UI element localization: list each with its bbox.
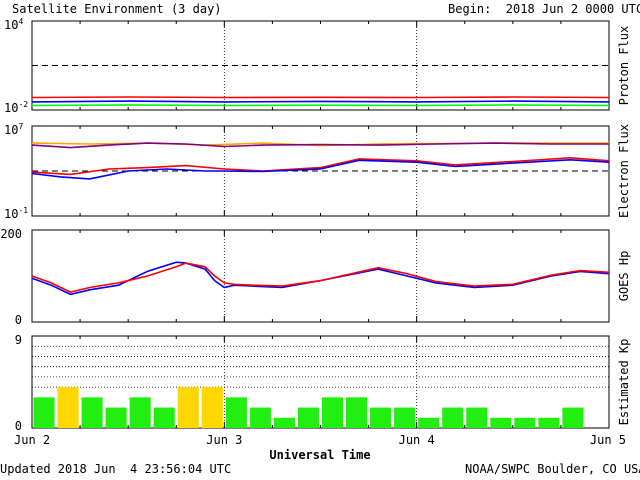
kp-bar bbox=[105, 407, 127, 428]
chart-title: Satellite Environment (3 day) bbox=[12, 2, 222, 16]
x-tick-label: Jun 3 bbox=[206, 433, 242, 447]
kp-bar bbox=[394, 407, 416, 428]
x-tick-label: Jun 4 bbox=[399, 433, 435, 447]
kp-bar bbox=[33, 397, 55, 428]
begin-timestamp: Begin: 2018 Jun 2 0000 UTC bbox=[448, 2, 640, 16]
kp-bar bbox=[153, 407, 175, 428]
x-axis-title: Universal Time bbox=[269, 448, 370, 462]
chart-labels: 104 10-2 Proton Flux 107 10-1 Electron Flux 20… bbox=[0, 17, 631, 462]
updated-timestamp: Updated 2018 Jun 4 23:56:04 UTC bbox=[0, 462, 232, 476]
kp-bar bbox=[466, 407, 488, 428]
kp-bar bbox=[514, 417, 536, 428]
y-tick-label: 107 bbox=[4, 122, 23, 137]
kp-bar bbox=[538, 417, 560, 428]
panel-ylabel: Estimated Kp bbox=[617, 339, 631, 426]
panel-ylabel: Electron Flux bbox=[617, 124, 631, 218]
series-line-red bbox=[31, 262, 610, 293]
credit-label: NOAA/SWPC Boulder, CO USA bbox=[465, 462, 640, 476]
kp-bar bbox=[177, 387, 199, 428]
series-line-red bbox=[31, 96, 610, 99]
panel-frames bbox=[31, 20, 610, 429]
kp-bar bbox=[442, 407, 464, 428]
kp-bar bbox=[57, 387, 79, 428]
kp-bar bbox=[81, 397, 103, 428]
y-tick-label: 9 bbox=[15, 333, 22, 347]
panel-ylabel: GOES Hp bbox=[617, 251, 631, 302]
series-line-blue bbox=[31, 158, 610, 180]
chart-marks bbox=[31, 96, 610, 428]
kp-bar bbox=[225, 397, 247, 428]
kp-bar bbox=[129, 397, 151, 428]
series-line-purple bbox=[31, 142, 609, 149]
y-tick-label: 0 bbox=[15, 419, 22, 433]
y-tick-label: 0 bbox=[15, 313, 22, 327]
kp-bar bbox=[249, 407, 271, 428]
y-tick-label: 10-2 bbox=[4, 100, 28, 115]
kp-bar bbox=[322, 397, 344, 428]
series-line-blue bbox=[31, 100, 610, 103]
kp-bar bbox=[346, 397, 368, 428]
series-line-red bbox=[31, 156, 610, 176]
kp-bar bbox=[490, 417, 512, 428]
panel-frame bbox=[31, 229, 610, 323]
panel-ylabel: Proton Flux bbox=[617, 26, 631, 105]
y-tick-label: 104 bbox=[4, 17, 23, 32]
y-tick-label: 10-1 bbox=[4, 206, 28, 221]
kp-bar bbox=[562, 407, 584, 428]
y-tick-label: 200 bbox=[0, 227, 22, 241]
kp-bar bbox=[297, 407, 319, 428]
kp-bar bbox=[201, 387, 223, 428]
series-line-blue bbox=[31, 261, 610, 296]
series-line-green bbox=[31, 104, 610, 107]
x-tick-label: Jun 2 bbox=[14, 433, 50, 447]
x-tick-label: Jun 5 bbox=[590, 433, 626, 447]
kp-bar bbox=[418, 417, 440, 428]
kp-bar bbox=[370, 407, 392, 428]
kp-bar bbox=[273, 417, 295, 428]
